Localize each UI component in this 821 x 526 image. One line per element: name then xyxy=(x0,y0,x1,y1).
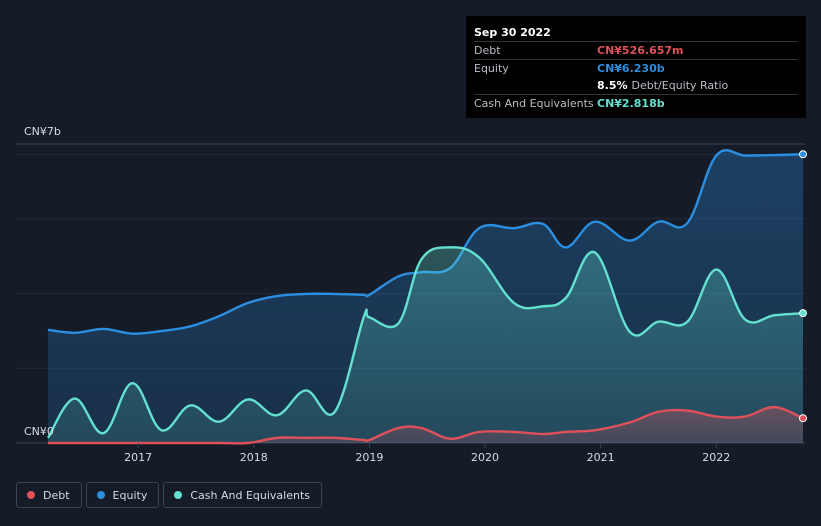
equity-line xyxy=(47,149,804,335)
tooltip-ratio-label: Debt/Equity Ratio xyxy=(631,79,729,92)
y-axis-bottom-label: CN¥0 xyxy=(24,425,54,438)
cash-line xyxy=(46,246,804,439)
legend-label: Debt xyxy=(43,488,70,502)
equity-end-point xyxy=(799,150,807,159)
legend-item-debt[interactable]: Debt xyxy=(16,482,82,508)
x-tick-label: 2021 xyxy=(587,451,615,464)
tooltip-equity-value: CN¥6.230b xyxy=(597,62,665,75)
tooltip-label: Debt xyxy=(474,44,501,57)
x-tick-label: 2019 xyxy=(355,451,383,464)
debt-area xyxy=(48,407,803,444)
tooltip-ratio-value: 8.5% xyxy=(597,79,628,92)
legend-item-cash[interactable]: Cash And Equivalents xyxy=(163,482,322,508)
tooltip-panel: Sep 30 2022 Debt CN¥526.657m Equity CN¥6… xyxy=(466,16,806,118)
x-tick-label: 2017 xyxy=(124,451,152,464)
legend-dot-equity-icon xyxy=(96,491,105,499)
tooltip-label: Equity xyxy=(474,62,509,75)
legend-item-equity[interactable]: Equity xyxy=(85,482,160,508)
tooltip-row-debt: Debt CN¥526.657m xyxy=(474,41,798,59)
debt-line xyxy=(48,405,804,445)
legend: Debt Equity Cash And Equivalents xyxy=(16,482,326,510)
x-tick-label: 2020 xyxy=(471,451,499,464)
tooltip-debt-value: CN¥526.657m xyxy=(597,44,684,57)
legend-dot-cash-icon xyxy=(174,491,183,499)
tooltip-row-equity: Equity CN¥6.230b xyxy=(474,59,798,77)
tooltip-cash-value: CN¥2.818b xyxy=(597,97,665,110)
tooltip-label xyxy=(474,77,597,94)
legend-label: Equity xyxy=(112,488,148,502)
tooltip-date: Sep 30 2022 xyxy=(474,26,551,39)
legend-dot-debt-icon xyxy=(27,491,35,499)
x-tick-label: 2022 xyxy=(702,451,730,464)
tooltip-label: Cash And Equivalents xyxy=(474,97,594,110)
tooltip-row-cash: Cash And Equivalents CN¥2.818b xyxy=(474,94,798,112)
cash-end-point xyxy=(799,309,807,318)
legend-label: Cash And Equivalents xyxy=(190,488,310,502)
x-tick-label: 2018 xyxy=(240,451,268,464)
tooltip-row-ratio: 8.5% Debt/Equity Ratio xyxy=(474,77,798,94)
debt-end-point xyxy=(799,414,807,423)
y-axis-top-label: CN¥7b xyxy=(24,125,61,138)
